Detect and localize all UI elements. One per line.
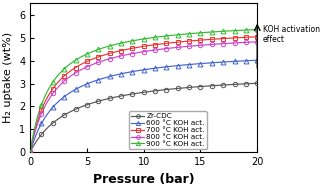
Legend: Zr-CDC, 600 °C KOH act., 700 °C KOH act., 800 °C KOH act., 900 °C KOH act.: Zr-CDC, 600 °C KOH act., 700 °C KOH act.… xyxy=(129,111,207,149)
X-axis label: Pressure (bar): Pressure (bar) xyxy=(93,173,194,186)
Y-axis label: H₂ uptake (wt%): H₂ uptake (wt%) xyxy=(4,32,14,123)
Text: KOH activation
effect: KOH activation effect xyxy=(263,25,320,44)
